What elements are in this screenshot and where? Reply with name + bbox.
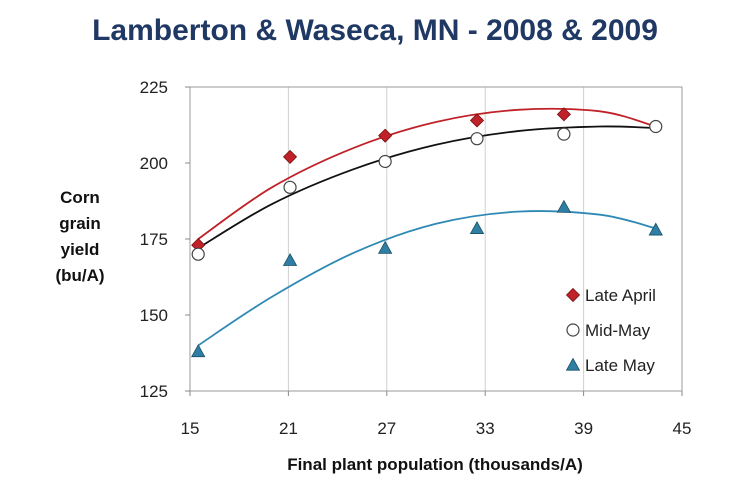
x-tick-label: 15 bbox=[181, 419, 200, 438]
plot-border bbox=[189, 86, 683, 392]
y-tick-label: 200 bbox=[140, 154, 168, 173]
x-tick-label: 27 bbox=[377, 419, 396, 438]
triangle-marker bbox=[282, 252, 298, 266]
fit-curve bbox=[197, 210, 656, 347]
circle-marker bbox=[649, 119, 663, 134]
legend-label: Late May bbox=[585, 356, 655, 375]
diamond-marker bbox=[565, 287, 581, 303]
diamond-marker bbox=[556, 107, 571, 122]
y-tick-label: 125 bbox=[140, 382, 168, 401]
triangle-marker bbox=[469, 221, 485, 234]
grid-lines bbox=[189, 87, 683, 391]
x-tick-label: 33 bbox=[476, 419, 495, 438]
triangle-marker bbox=[377, 240, 393, 254]
y-axis-label: Corn grain yield (bu/A) bbox=[40, 185, 120, 289]
y-axis-label-line: Corn bbox=[60, 188, 100, 207]
diamond-marker bbox=[378, 128, 393, 143]
circle-marker bbox=[378, 154, 392, 169]
y-tick-label: 150 bbox=[140, 306, 168, 325]
circle-marker bbox=[566, 323, 580, 337]
circle-marker bbox=[557, 127, 571, 141]
axes bbox=[185, 86, 683, 396]
triangle-marker bbox=[191, 344, 206, 358]
legend-label: Mid-May bbox=[585, 321, 651, 340]
triangle-marker bbox=[565, 357, 581, 371]
legend-label: Late April bbox=[585, 286, 656, 305]
triangle-marker bbox=[556, 199, 572, 213]
fit-curve bbox=[197, 107, 656, 240]
y-tick-label: 225 bbox=[140, 78, 168, 97]
x-tick-label: 39 bbox=[574, 419, 593, 438]
y-axis-label-line: yield bbox=[60, 240, 100, 259]
y-tick-label: 175 bbox=[140, 230, 168, 249]
data-markers bbox=[191, 107, 663, 358]
triangle-marker bbox=[648, 222, 663, 236]
diamond-marker bbox=[469, 113, 485, 128]
x-tick-label: 45 bbox=[673, 419, 692, 438]
y-axis-label-line: (bu/A) bbox=[55, 266, 105, 285]
x-tick-label: 21 bbox=[279, 419, 298, 438]
y-axis-label-line: grain bbox=[59, 214, 101, 233]
circle-marker bbox=[191, 247, 205, 261]
x-axis-label: Final plant population (thousands/A) bbox=[287, 455, 583, 474]
circle-marker bbox=[470, 132, 484, 146]
chart-title: Lamberton & Waseca, MN - 2008 & 2009 bbox=[92, 14, 658, 47]
fit-curve bbox=[197, 125, 656, 249]
tick-labels: 15 21 27 33 39 45 125 150 175 200 225 bbox=[140, 78, 692, 438]
circle-marker bbox=[283, 180, 297, 194]
fit-curves bbox=[197, 107, 656, 347]
legend: Late April Mid-May Late May bbox=[565, 286, 656, 375]
diamond-marker bbox=[282, 149, 298, 164]
